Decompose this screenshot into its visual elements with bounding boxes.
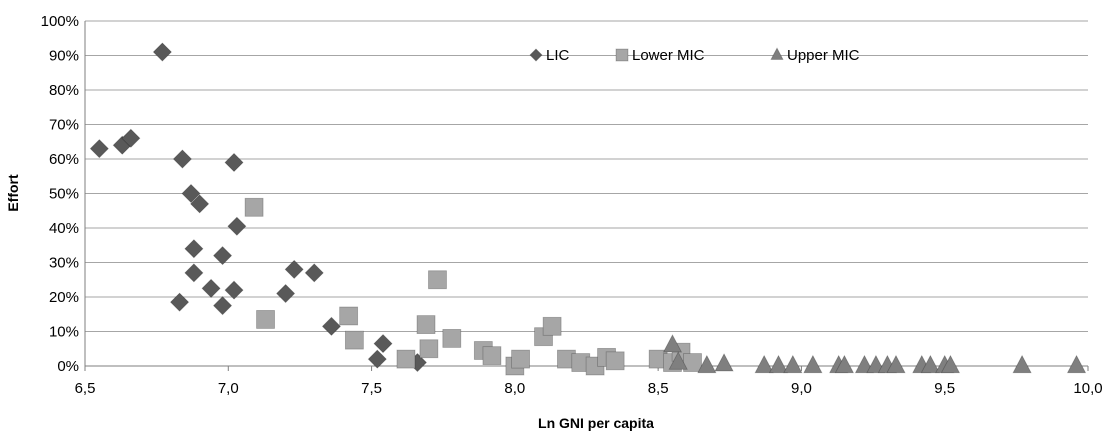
x-tick-label: 7,5 [361, 380, 382, 397]
data-point-diamond [224, 280, 244, 300]
data-point-diamond [201, 278, 221, 298]
data-point-diamond [121, 128, 141, 148]
data-points [89, 42, 1087, 376]
x-tick-label: 6,5 [75, 380, 96, 397]
data-point-diamond [89, 139, 109, 159]
legend: LIC Lower MIC Upper MIC [529, 47, 860, 64]
legend-marker-square [615, 48, 629, 62]
legend-label: Lower MIC [632, 47, 705, 64]
data-point-diamond [304, 263, 324, 283]
legend-item: Lower MIC [615, 47, 705, 64]
y-tick-label: 40% [49, 220, 79, 237]
data-point-square [419, 339, 439, 359]
series-diamond [89, 42, 427, 373]
legend-marker-diamond [529, 48, 543, 62]
data-point-square [511, 349, 530, 369]
legend-item: LIC [529, 47, 570, 64]
x-tick-label: 10,0 [1073, 380, 1102, 397]
data-point-diamond [367, 349, 387, 369]
data-point-triangle [697, 354, 717, 374]
data-point-diamond [227, 216, 247, 236]
data-point-diamond [224, 152, 244, 173]
x-tick-label: 7,0 [218, 380, 239, 397]
y-tick-label: 60% [49, 151, 79, 168]
data-point-triangle [783, 354, 803, 374]
y-tick-label: 20% [49, 289, 79, 306]
data-point-square [442, 328, 462, 348]
data-point-triangle [940, 354, 961, 374]
gridlines [85, 20, 1088, 332]
data-point-diamond [170, 292, 190, 312]
data-point-triangle [1066, 354, 1087, 374]
y-tick-label: 0% [57, 358, 79, 375]
y-tick-label: 100% [41, 13, 79, 30]
y-axis-ticks: 0% 10% 20% 30% 40% 50% 60% 70% 80% 90% 100% [41, 13, 79, 375]
data-point-triangle [803, 354, 823, 374]
x-tick-label: 8,5 [648, 380, 669, 397]
data-point-square [396, 349, 416, 369]
data-point-square [339, 306, 359, 326]
data-point-diamond [373, 334, 393, 354]
data-point-triangle [668, 351, 688, 370]
y-tick-label: 70% [49, 117, 79, 134]
data-point-triangle [768, 354, 789, 374]
legend-marker-triangle [770, 47, 784, 60]
data-point-diamond [181, 183, 201, 204]
data-point-triangle [1012, 354, 1032, 374]
data-point-square [482, 346, 502, 366]
legend-label: LIC [546, 47, 570, 64]
y-tick-label: 80% [49, 82, 79, 99]
data-point-square [256, 310, 275, 329]
data-point-diamond [172, 149, 192, 169]
data-point-diamond [184, 263, 204, 283]
data-point-triangle [714, 353, 734, 372]
data-point-diamond [184, 239, 204, 259]
data-point-diamond [212, 246, 233, 266]
y-tick-label: 50% [49, 186, 79, 203]
x-axis-title: Ln GNI per capita [538, 415, 654, 431]
series-square [244, 197, 702, 376]
data-point-diamond [212, 296, 233, 316]
series-triangle [662, 334, 1087, 374]
data-point-diamond [321, 316, 342, 336]
data-point-square [605, 351, 625, 371]
x-tick-label: 9,5 [934, 380, 955, 397]
data-point-triangle [866, 354, 886, 374]
legend-label: Upper MIC [787, 47, 860, 64]
data-point-triangle [854, 354, 875, 374]
data-point-square [416, 315, 436, 335]
data-point-triangle [920, 354, 941, 374]
data-point-triangle [662, 334, 683, 353]
y-tick-label: 10% [49, 324, 79, 341]
y-axis-title: Effort [5, 174, 21, 212]
data-point-triangle [754, 354, 774, 374]
y-tick-label: 90% [49, 48, 79, 65]
legend-item: Upper MIC [770, 47, 860, 64]
data-point-triangle [886, 354, 906, 374]
data-point-square [344, 330, 364, 350]
y-tick-label: 30% [49, 255, 79, 272]
data-point-diamond [152, 42, 172, 62]
x-tick-label: 8,0 [504, 380, 525, 397]
data-point-square [244, 197, 264, 217]
data-point-square [542, 316, 562, 336]
data-point-triangle [834, 354, 855, 374]
x-tick-label: 9,0 [791, 380, 812, 397]
data-point-diamond [276, 283, 296, 304]
data-point-diamond [284, 259, 304, 279]
data-point-square [428, 270, 447, 290]
data-point-diamond [190, 194, 210, 214]
